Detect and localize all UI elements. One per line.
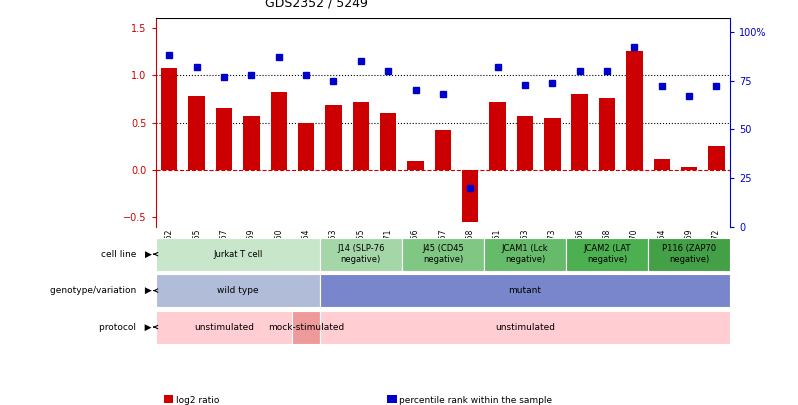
Text: wild type: wild type bbox=[217, 286, 259, 295]
Text: JCAM1 (Lck
negative): JCAM1 (Lck negative) bbox=[502, 245, 548, 264]
Text: log2 ratio: log2 ratio bbox=[176, 396, 219, 405]
Text: percentile rank within the sample: percentile rank within the sample bbox=[399, 396, 552, 405]
Bar bbox=[380, 113, 397, 170]
FancyBboxPatch shape bbox=[320, 238, 402, 271]
Bar bbox=[435, 130, 451, 170]
FancyBboxPatch shape bbox=[156, 311, 292, 343]
Text: mock-stimulated: mock-stimulated bbox=[268, 322, 344, 332]
Text: J14 (SLP-76
negative): J14 (SLP-76 negative) bbox=[337, 245, 385, 264]
Bar bbox=[353, 102, 369, 170]
Text: genotype/variation   ▶: genotype/variation ▶ bbox=[49, 286, 152, 295]
FancyBboxPatch shape bbox=[484, 238, 566, 271]
FancyBboxPatch shape bbox=[566, 238, 648, 271]
Bar bbox=[598, 98, 615, 170]
Bar bbox=[626, 51, 642, 170]
FancyBboxPatch shape bbox=[320, 274, 730, 307]
Text: mutant: mutant bbox=[508, 286, 542, 295]
Text: unstimulated: unstimulated bbox=[194, 322, 254, 332]
Text: GDS2352 / 5249: GDS2352 / 5249 bbox=[265, 0, 368, 10]
Text: Jurkat T cell: Jurkat T cell bbox=[213, 249, 263, 259]
Text: J45 (CD45
negative): J45 (CD45 negative) bbox=[422, 245, 464, 264]
Bar bbox=[188, 96, 205, 170]
Bar bbox=[271, 92, 287, 170]
Bar bbox=[681, 167, 697, 170]
Bar bbox=[544, 118, 560, 170]
Bar bbox=[517, 116, 533, 170]
Bar bbox=[571, 94, 588, 170]
Text: P116 (ZAP70
negative): P116 (ZAP70 negative) bbox=[662, 245, 716, 264]
Text: protocol   ▶: protocol ▶ bbox=[99, 322, 152, 332]
Bar bbox=[709, 146, 725, 170]
FancyBboxPatch shape bbox=[156, 274, 320, 307]
Bar bbox=[489, 102, 506, 170]
Bar bbox=[654, 158, 670, 170]
Text: cell line   ▶: cell line ▶ bbox=[101, 249, 152, 259]
Text: JCAM2 (LAT
negative): JCAM2 (LAT negative) bbox=[583, 245, 630, 264]
Bar bbox=[407, 161, 424, 170]
FancyBboxPatch shape bbox=[648, 238, 730, 271]
Bar bbox=[215, 108, 232, 170]
FancyBboxPatch shape bbox=[320, 311, 730, 343]
Bar bbox=[161, 68, 177, 170]
Text: unstimulated: unstimulated bbox=[495, 322, 555, 332]
Bar bbox=[243, 116, 259, 170]
Bar bbox=[462, 170, 479, 222]
FancyBboxPatch shape bbox=[402, 238, 484, 271]
FancyBboxPatch shape bbox=[292, 311, 320, 343]
FancyBboxPatch shape bbox=[156, 238, 320, 271]
Bar bbox=[326, 105, 342, 170]
Bar bbox=[298, 123, 314, 170]
